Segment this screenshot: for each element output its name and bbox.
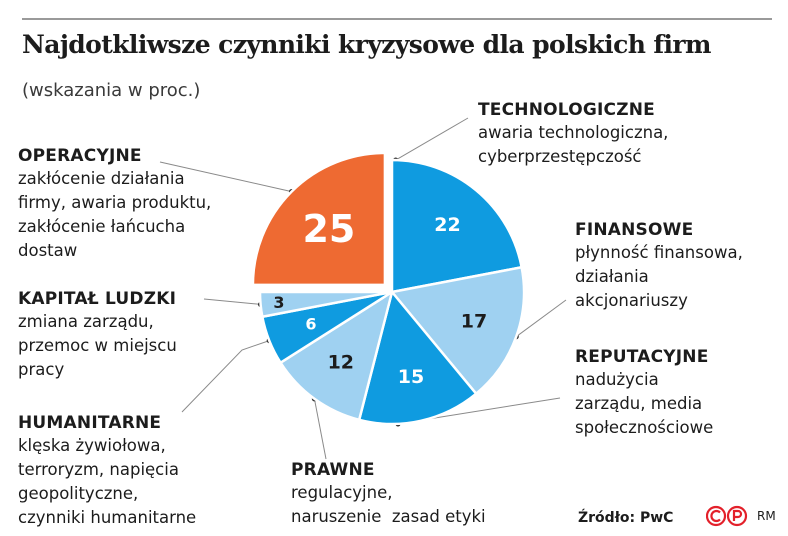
pie-slice-technologiczne (390, 158, 523, 294)
pie-slice-finansowe (390, 266, 526, 395)
category-desc-line: zakłócenie łańcucha (18, 217, 186, 236)
category-label-kapital-ludzki: KAPITAŁ LUDZKI zmiana zarządu, przemoc w… (18, 288, 177, 382)
category-name: OPERACYJNE (18, 146, 142, 166)
category-desc-line: zakłócenie działania (18, 169, 185, 188)
category-label-reputacyjne: REPUTACYJNE nadużycia zarządu, media spo… (575, 346, 713, 440)
category-desc-line: zarządu, media (575, 394, 703, 413)
source-note: Źródło: PwC (578, 510, 674, 526)
chart-title: Najdotkliwsze czynniki kryzysowe dla pol… (22, 30, 711, 59)
category-name: PRAWNE (291, 460, 375, 480)
category-label-operacyjne: OPERACYJNE zakłócenie działania firmy, a… (18, 145, 211, 263)
publisher-logo-icon (706, 505, 748, 527)
category-desc-line: płynność finansowa, (575, 243, 743, 262)
leader-line (203, 298, 261, 305)
slice-value-label: 3 (273, 293, 284, 312)
category-desc-line: pracy (18, 360, 65, 379)
slice-value-labels: 22 17 15 12 6 3 25 (273, 207, 487, 388)
category-desc-line: cyberprzestępczość (478, 147, 642, 166)
category-name: HUMANITARNE (18, 413, 162, 433)
category-desc-line: przemoc w miejscu (18, 336, 177, 355)
category-desc-line: terroryzm, napięcia (18, 460, 179, 479)
pie-slice-prawne (279, 290, 394, 422)
category-desc-line: dostaw (18, 241, 78, 260)
top-rule (22, 18, 772, 20)
category-label-humanitarne: HUMANITARNE klęska żywiołowa, terroryzm,… (18, 412, 196, 530)
category-name: KAPITAŁ LUDZKI (18, 289, 177, 309)
leader-line (395, 117, 469, 161)
pie-slice-operacyjne (251, 151, 387, 287)
slice-value-label: 15 (398, 366, 424, 388)
category-desc-line: zmiana zarządu, (18, 312, 154, 331)
leader-line (313, 398, 327, 460)
leader-line (159, 161, 292, 193)
category-desc-line: akcjonariuszy (575, 291, 688, 310)
pie-slices (251, 151, 526, 426)
chart-subtitle: (wskazania w proc.) (22, 80, 201, 101)
category-name: FINANSOWE (575, 220, 694, 240)
leader-line (181, 340, 270, 413)
category-desc-line: geopolityczne, (18, 484, 139, 503)
category-desc-line: klęska żywiołowa, (18, 436, 166, 455)
category-desc-line: czynniki humanitarne (18, 508, 197, 527)
category-name: TECHNOLOGICZNE (478, 100, 655, 120)
pie-slice-kapitał-ludzki (258, 290, 394, 318)
slice-value-label: 25 (302, 207, 355, 251)
category-desc-line: regulacyjne, (291, 483, 393, 502)
slice-value-label: 12 (328, 351, 354, 373)
leader-line (515, 299, 567, 338)
publisher-logo-text: RM (757, 509, 776, 523)
category-desc-line: naruszenie zasad etyki (291, 507, 486, 526)
category-desc-line: firmy, awaria produktu, (18, 193, 212, 212)
category-label-finansowe: FINANSOWE płynność finansowa, działania … (575, 219, 743, 313)
category-desc-line: awaria technologiczna, (478, 123, 669, 142)
category-desc-line: społecznościowe (575, 418, 714, 437)
category-desc-line: nadużycia (575, 370, 659, 389)
slice-value-label: 17 (461, 311, 487, 333)
slice-value-label: 22 (434, 214, 460, 236)
pie-slice-reputacyjne (357, 290, 478, 426)
category-name: REPUTACYJNE (575, 347, 709, 367)
category-label-prawne: PRAWNE regulacyjne, naruszenie zasad ety… (291, 459, 486, 529)
category-label-technologiczne: TECHNOLOGICZNE awaria technologiczna, cy… (478, 99, 668, 169)
category-desc-line: działania (575, 267, 649, 286)
slice-value-label: 6 (305, 315, 316, 334)
